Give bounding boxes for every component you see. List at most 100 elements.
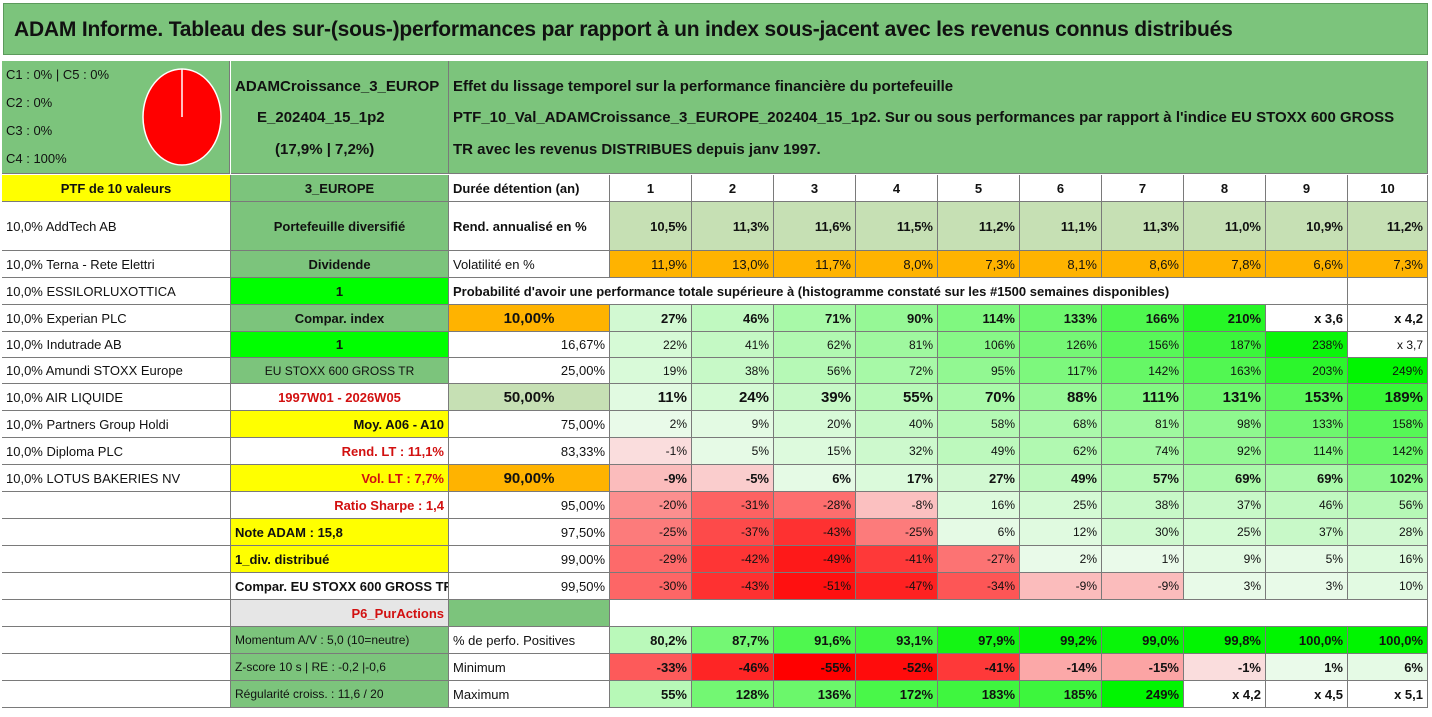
probability-value: 28% xyxy=(1348,519,1428,546)
probability-value: 38% xyxy=(1102,492,1184,519)
rendement-value: 11,6% xyxy=(774,202,856,251)
probability-value: -31% xyxy=(692,492,774,519)
year-header: 10 xyxy=(1348,175,1428,202)
probability-value: 46% xyxy=(692,305,774,332)
probability-value: 27% xyxy=(610,305,692,332)
minimum-value: 6% xyxy=(1348,654,1428,681)
threshold-value: 25,00% xyxy=(449,358,610,384)
div-distributed: 1_div. distribué xyxy=(231,546,449,573)
probability-value: 166% xyxy=(1102,305,1184,332)
probability-value: 56% xyxy=(774,358,856,384)
probability-value: 2% xyxy=(1020,546,1102,573)
maximum-value: 183% xyxy=(938,681,1020,708)
probability-value: -28% xyxy=(774,492,856,519)
year-header: 9 xyxy=(1266,175,1348,202)
portfolio-name-line1: ADAMCroissance_3_EUROP xyxy=(235,78,440,95)
probability-value: 37% xyxy=(1266,519,1348,546)
probability-value: 41% xyxy=(692,332,774,358)
probability-value: 49% xyxy=(938,438,1020,465)
rendement-value: 11,5% xyxy=(856,202,938,251)
volatility-value: 7,3% xyxy=(938,251,1020,278)
probability-value: 133% xyxy=(1266,411,1348,438)
rendement-value: 10,9% xyxy=(1266,202,1348,251)
probability-value: 98% xyxy=(1184,411,1266,438)
minimum-value: -46% xyxy=(692,654,774,681)
probability-value: -43% xyxy=(692,573,774,600)
probability-value: x 3,6 xyxy=(1266,305,1348,332)
probability-value: 189% xyxy=(1348,384,1428,411)
probability-value: 90% xyxy=(856,305,938,332)
rend-lt: Rend. LT : 11,1% xyxy=(231,438,449,465)
compar-full: Compar. EU STOXX 600 GROSS TR xyxy=(231,573,449,600)
probability-value: -1% xyxy=(610,438,692,465)
index-name: EU STOXX 600 GROSS TR xyxy=(231,358,449,384)
probability-value: 16% xyxy=(1348,546,1428,573)
probability-value: 249% xyxy=(1348,358,1428,384)
maximum-value: 55% xyxy=(610,681,692,708)
probability-value: -27% xyxy=(938,546,1020,573)
probability-value: 156% xyxy=(1102,332,1184,358)
volatility-value: 6,6% xyxy=(1266,251,1348,278)
empty-cell xyxy=(2,654,231,681)
threshold-value: 16,67% xyxy=(449,332,610,358)
volatility-value: 11,9% xyxy=(610,251,692,278)
probability-value: 62% xyxy=(774,332,856,358)
probability-value: 74% xyxy=(1102,438,1184,465)
probability-value: 68% xyxy=(1020,411,1102,438)
empty-cell xyxy=(2,627,231,654)
holding-item: 10,0% Indutrade AB xyxy=(2,332,231,358)
probability-value: x 4,2 xyxy=(1348,305,1428,332)
note-adam: Note ADAM : 15,8 xyxy=(231,519,449,546)
probability-value: 9% xyxy=(1184,546,1266,573)
threshold-value: 75,00% xyxy=(449,411,610,438)
threshold-value: 50,00% xyxy=(449,384,610,411)
probability-value: -29% xyxy=(610,546,692,573)
probability-value: 38% xyxy=(692,358,774,384)
probability-value: 131% xyxy=(1184,384,1266,411)
volatility-value: 8,0% xyxy=(856,251,938,278)
year-header: 8 xyxy=(1184,175,1266,202)
probability-value: -43% xyxy=(774,519,856,546)
probability-value: 20% xyxy=(774,411,856,438)
rendement-value: 11,1% xyxy=(1020,202,1102,251)
positives-value: 99,8% xyxy=(1184,627,1266,654)
holding-item: 10,0% Partners Group Holdi xyxy=(2,411,231,438)
threshold-value: 99,50% xyxy=(449,573,610,600)
probability-value: 32% xyxy=(856,438,938,465)
volatility-value: 11,7% xyxy=(774,251,856,278)
probability-value: 133% xyxy=(1020,305,1102,332)
probability-value: -41% xyxy=(856,546,938,573)
empty-cell xyxy=(1348,278,1428,305)
probability-value: 81% xyxy=(856,332,938,358)
rendement-label: Rend. annualisé en % xyxy=(449,202,610,251)
description-line2: PTF_10_Val_ADAMCroissance_3_EUROPE_20240… xyxy=(453,109,1395,126)
rendement-value: 11,2% xyxy=(1348,202,1428,251)
probability-value: -20% xyxy=(610,492,692,519)
maximum-value: 128% xyxy=(692,681,774,708)
volatility-value: 7,8% xyxy=(1184,251,1266,278)
maximum-value: 185% xyxy=(1020,681,1102,708)
probability-value: -30% xyxy=(610,573,692,600)
holding-item: 10,0% LOTUS BAKERIES NV xyxy=(2,465,231,492)
maximum-value: x 4,2 xyxy=(1184,681,1266,708)
description-line1: Effet du lissage temporel sur la perform… xyxy=(453,78,954,95)
probability-value: 55% xyxy=(856,384,938,411)
empty-cell xyxy=(2,546,231,573)
positives-value: 100,0% xyxy=(1266,627,1348,654)
probability-value: 88% xyxy=(1020,384,1102,411)
probability-value: 17% xyxy=(856,465,938,492)
portfolio-name-line2: E_202404_15_1p2 xyxy=(257,109,385,126)
probability-caption: Probabilité d'avoir une performance tota… xyxy=(449,278,1348,305)
probability-value: 19% xyxy=(610,358,692,384)
allocation-pie-chart xyxy=(142,68,222,166)
holding-item: 10,0% AddTech AB xyxy=(2,202,231,251)
probability-value: 117% xyxy=(1020,358,1102,384)
probability-value: 6% xyxy=(938,519,1020,546)
holding-item: 10,0% Diploma PLC xyxy=(2,438,231,465)
probability-value: -34% xyxy=(938,573,1020,600)
positives-value: 91,6% xyxy=(774,627,856,654)
portfolio-name-block: ADAMCroissance_3_EUROP E_202404_15_1p2 (… xyxy=(231,61,449,174)
probability-value: 40% xyxy=(856,411,938,438)
probability-value: 49% xyxy=(1020,465,1102,492)
